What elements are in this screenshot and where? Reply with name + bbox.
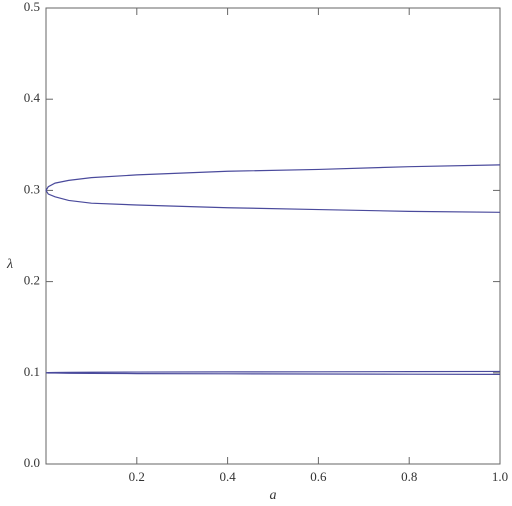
- x-axis-label: a: [270, 488, 277, 503]
- y-tick-label: 0.0: [24, 455, 40, 470]
- curve: [45, 164, 501, 213]
- y-tick-label: 0.3: [24, 181, 40, 196]
- y-axis-label: λ: [6, 257, 13, 272]
- y-tick-label: 0.5: [24, 0, 40, 14]
- plot-frame: [45, 7, 501, 465]
- curve: [45, 370, 501, 375]
- x-tick-label: 0.4: [219, 469, 236, 484]
- y-tick-label: 0.1: [24, 364, 40, 379]
- x-tick-label: 0.6: [310, 469, 327, 484]
- y-tick-label: 0.4: [24, 90, 41, 105]
- y-tick-label: 0.2: [24, 273, 40, 288]
- x-tick-label: 1.0: [492, 469, 508, 484]
- x-tick-label: 0.2: [129, 469, 145, 484]
- x-tick-label: 0.8: [401, 469, 417, 484]
